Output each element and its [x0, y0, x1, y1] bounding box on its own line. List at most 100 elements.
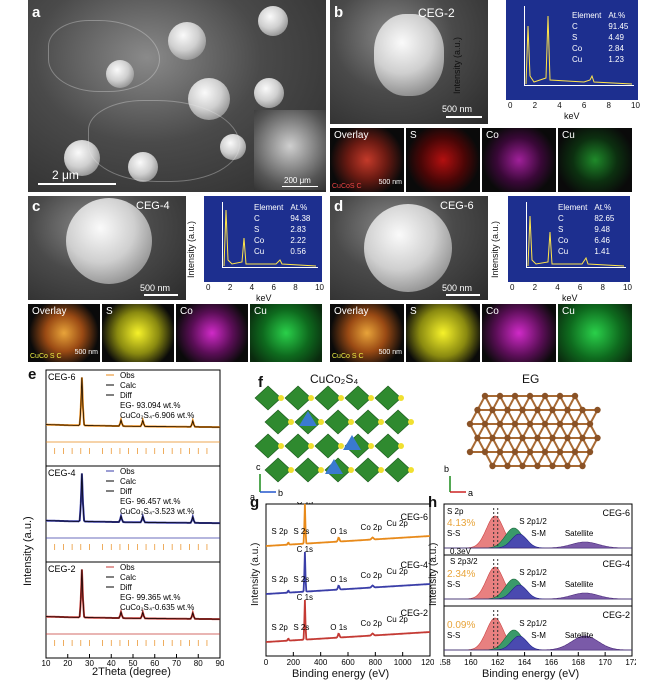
carbon-atom: [549, 462, 556, 470]
peak-label-c1s: C 1s: [297, 545, 313, 554]
edx-cell: Cu: [254, 247, 265, 256]
x-tick-label: 168: [572, 658, 586, 667]
edx-cell: 9.48: [594, 225, 610, 234]
edx-xtick: 6: [271, 283, 276, 292]
carbon-atom: [519, 406, 526, 414]
xrd-cuco-wt: CuCo₂S₄-6.906 wt.%: [120, 411, 194, 420]
map-overlay-b: Overlay CuCoS C 500 nm: [330, 128, 404, 192]
map-scale: 500 nm: [378, 349, 402, 356]
s2p-percent-label: 0.09%: [447, 620, 475, 631]
edx-th-c-0: Element: [254, 203, 284, 212]
carbon-atom: [504, 462, 511, 470]
inset-sem: [254, 110, 326, 190]
x-tick-label: 50: [129, 659, 138, 668]
edx-cell: Co: [572, 44, 583, 53]
octahedron: [254, 433, 282, 459]
satellite-label: Satellite: [565, 580, 594, 589]
structure-title-cuco2s4: CuCo₂S₄: [310, 372, 359, 386]
carbon-atom: [534, 434, 541, 442]
map-scale: 500 nm: [378, 179, 402, 186]
map-legend: CuCo S C: [332, 353, 364, 360]
map-overlay-c: Overlay CuCo S C 500 nm: [28, 304, 100, 362]
panel-label-f: f: [258, 374, 263, 391]
carbon-atom: [526, 448, 534, 456]
xrd-sample-label: CEG-6: [48, 372, 76, 382]
s2p-title-label: S 2p: [447, 507, 464, 516]
edx-xtick: 10: [631, 101, 640, 110]
carbon-atom: [504, 434, 511, 442]
carbon-atom: [519, 434, 526, 442]
s2p12-label: S 2p1/2: [519, 619, 547, 628]
edx-cell: 6.46: [594, 236, 610, 245]
edx-spectrum-c: Element At.% C 94.38 S 2.83 Co 2.22 Cu 0.56: [204, 196, 322, 282]
carbon-atom: [534, 462, 541, 470]
map-co-b: Co: [482, 128, 556, 192]
x-tick-label: 162: [491, 658, 505, 667]
edx-cell: 2.83: [290, 225, 306, 234]
xrd-sample-label: CEG-4: [48, 468, 76, 478]
edx-cell: 1.41: [594, 247, 610, 256]
xps-s2p-chart: CEG-64.13%S-SS 2p1/2S-M SatelliteCEG-42.3…: [440, 503, 636, 667]
shift-label: 0.3eV: [450, 547, 472, 556]
edx-xticks-d: 0 2 4 6 8 10: [510, 283, 632, 292]
map-s-b: S: [406, 128, 480, 192]
peak-label-co2p: Co 2p: [361, 523, 383, 532]
sulfur-atom: [378, 467, 384, 473]
sulfur-atom: [368, 395, 374, 401]
sulfur-atom: [278, 443, 284, 449]
map-title: Overlay: [32, 306, 67, 317]
s2p12-label: S 2p1/2: [519, 568, 547, 577]
legend-label: Obs: [120, 371, 135, 380]
edx-ylabel-d: Intensity (a.u.): [490, 220, 500, 278]
carbon-atom: [541, 420, 549, 428]
octahedron: [254, 385, 282, 411]
satellite-peak: [444, 635, 632, 651]
s-s-label: S-S: [447, 631, 460, 640]
edx-xtick: 2: [532, 283, 538, 292]
scale-text-a-inset: 200 μm: [284, 176, 311, 185]
legend-label: Calc: [120, 477, 136, 486]
axis-b-label: b: [278, 488, 283, 498]
peak-label-cu2p: Cu 2p: [387, 567, 409, 576]
peak-label-s2s: S 2s: [293, 623, 309, 632]
carbon-atom: [579, 406, 586, 414]
map-s-c: S: [102, 304, 174, 362]
scalebar-a-inset: [282, 186, 318, 187]
panel-label-c: c: [32, 198, 41, 215]
satellite-peak: [444, 541, 632, 549]
xrd-calc-line: [46, 473, 220, 524]
edx-cell: 94.38: [290, 214, 311, 223]
carbon-atom: [511, 420, 519, 428]
edx-xtick: 8: [293, 283, 298, 292]
sulfur-atom: [378, 419, 384, 425]
map-title: Cu: [562, 306, 575, 317]
carbon-atom: [466, 420, 474, 428]
s2p-percent-label: 2.34%: [447, 569, 475, 580]
eg-structure: ba: [444, 392, 601, 498]
carbon-atom: [511, 392, 519, 400]
xrd-eg-wt: EG- 93.094 wt.%: [120, 401, 180, 410]
carbon-atom: [541, 448, 549, 456]
carbon-atom: [466, 448, 474, 456]
x-tick-label: 10: [42, 659, 51, 668]
survey-line: [266, 599, 430, 643]
edx-xtick: 4: [249, 283, 255, 292]
octahedron: [314, 433, 342, 459]
edx-th-d-1: At.%: [594, 203, 612, 212]
structure-title-eg: EG: [522, 372, 540, 386]
carbon-atom: [474, 406, 481, 414]
octahedron: [294, 457, 322, 483]
peak-label-co2p: Co 2p: [361, 571, 383, 580]
x-tick-label: 400: [314, 658, 328, 667]
x-tick-label: 1000: [394, 658, 412, 667]
x-tick-label: 172: [625, 658, 636, 667]
sulfur-atom: [398, 395, 404, 401]
legend-label: Diff: [120, 487, 133, 496]
map-co-d: Co: [482, 304, 556, 362]
xrd-sample-label: CEG-2: [48, 564, 76, 574]
axis-b-label: b: [444, 464, 449, 474]
x-tick-label: 90: [216, 659, 224, 668]
peak-label-c1s: C 1s: [297, 593, 313, 602]
x-tick-label: 70: [172, 659, 181, 668]
